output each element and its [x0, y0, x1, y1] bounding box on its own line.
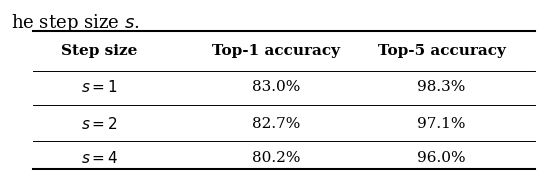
- Text: 98.3%: 98.3%: [417, 80, 466, 94]
- Text: Step size: Step size: [61, 44, 137, 58]
- Text: 97.1%: 97.1%: [417, 117, 466, 131]
- Text: he step size $s$.: he step size $s$.: [11, 12, 140, 34]
- Text: $s = 4$: $s = 4$: [81, 150, 118, 166]
- Text: $s = 1$: $s = 1$: [81, 79, 118, 95]
- Text: 83.0%: 83.0%: [252, 80, 300, 94]
- Text: 96.0%: 96.0%: [417, 151, 466, 165]
- Text: Top-1 accuracy: Top-1 accuracy: [212, 44, 340, 58]
- Text: 80.2%: 80.2%: [252, 151, 300, 165]
- Text: 82.7%: 82.7%: [252, 117, 300, 131]
- Text: $s = 2$: $s = 2$: [81, 116, 118, 132]
- Text: Top-5 accuracy: Top-5 accuracy: [378, 44, 506, 58]
